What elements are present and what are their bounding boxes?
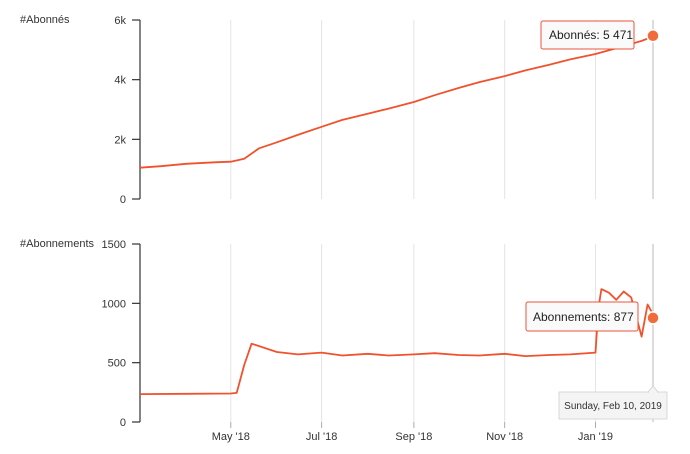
- y-tick-label: 500: [108, 358, 126, 370]
- subscriptions-tooltip: Abonnements: 877: [525, 301, 639, 332]
- hover-date-tooltip: Sunday, Feb 10, 2019: [558, 385, 668, 420]
- hover-date-arrow: [647, 385, 659, 393]
- x-tick-label: Jan '19: [578, 431, 613, 443]
- hover-date-box: [558, 391, 668, 420]
- hover-date-label: Sunday, Feb 10, 2019: [564, 401, 662, 412]
- y-tick-label: 0: [120, 194, 126, 206]
- subscriptions-y-ticks: 0 500 1000 1500: [102, 239, 140, 429]
- subscriptions-tooltip-box: [525, 301, 639, 332]
- subscriptions-chart: #Abonnements 0 500 1000 1500 Abonnements: 8…: [20, 238, 660, 429]
- subscribers-y-ticks: 0 2k 4k 6k: [114, 15, 140, 206]
- x-axis-ticks: May '18 Jul '18 Sep '18 Nov '18 Jan '19: [212, 422, 613, 443]
- x-tick-label: May '18: [212, 431, 250, 443]
- y-tick-label: 2k: [114, 134, 126, 146]
- subscribers-hover-point[interactable]: [646, 29, 660, 43]
- x-tick-label: Nov '18: [486, 431, 523, 443]
- y-tick-label: 1000: [102, 298, 126, 310]
- subscribers-series-line: [139, 34, 656, 169]
- subscriptions-tooltip-label: Abonnements: 877: [533, 310, 634, 324]
- subscriptions-hover-point[interactable]: [646, 311, 660, 325]
- subscribers-tooltip-box: [540, 20, 635, 50]
- subscriptions-axis-title: #Abonnements: [20, 238, 94, 250]
- subscribers-axis-title: #Abonnés: [20, 14, 70, 26]
- subscriptions-series-line: [139, 288, 656, 395]
- subscribers-chart: #Abonnés 0 2k 4k 6k Abonnés: 5 471: [20, 14, 660, 206]
- y-tick-label: 4k: [114, 75, 126, 87]
- y-tick-label: 1500: [102, 239, 126, 251]
- subscribers-gridlines: [230, 20, 654, 199]
- y-tick-label: 6k: [114, 15, 126, 27]
- x-tick-label: Jul '18: [306, 431, 337, 443]
- y-tick-label: 0: [120, 417, 126, 429]
- subscribers-tooltip: Abonnés: 5 471: [540, 20, 635, 50]
- subscribers-tooltip-label: Abonnés: 5 471: [549, 28, 633, 42]
- x-tick-label: Sep '18: [395, 431, 432, 443]
